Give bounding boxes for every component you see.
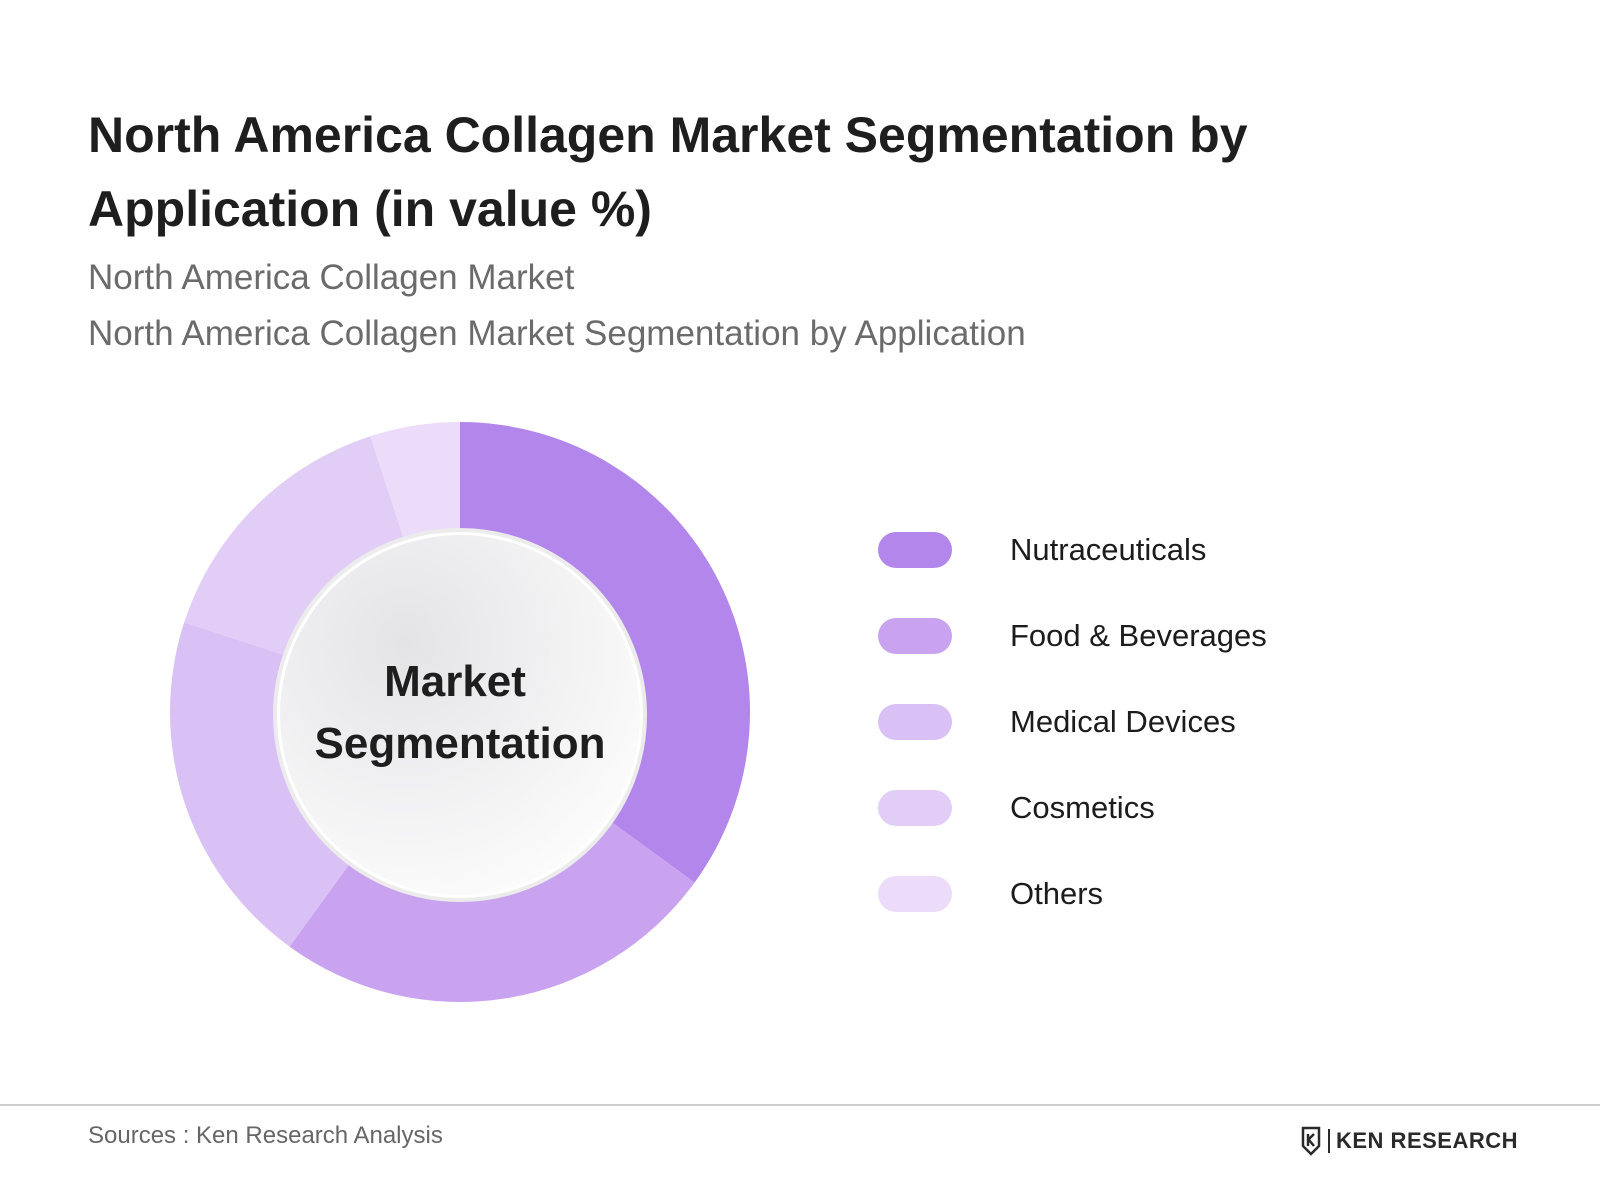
- legend-item-nutraceuticals: Nutraceuticals: [878, 530, 1378, 570]
- legend-swatch: [878, 532, 952, 568]
- chart-subtitle: North America Collagen Market: [88, 258, 575, 297]
- legend-item-medical-devices: Medical Devices: [878, 702, 1378, 742]
- legend-swatch: [878, 618, 952, 654]
- donut-slice-food-beverages: [289, 817, 695, 1002]
- legend-label: Nutraceuticals: [1010, 532, 1207, 567]
- donut-center-fill: [280, 535, 640, 895]
- ken-research-logo: KEN RESEARCH: [1300, 1126, 1520, 1156]
- donut-slices: [170, 422, 751, 1002]
- footer-divider: [0, 1104, 1600, 1106]
- center-label-line-1: Market: [384, 657, 526, 706]
- legend-item-food-beverages: Food & Beverages: [878, 616, 1378, 656]
- chart-title: North America Collagen Market Segmentati…: [88, 107, 1248, 237]
- donut-slice-medical-devices: [170, 622, 355, 947]
- legend-item-cosmetics: Cosmetics: [878, 788, 1378, 828]
- legend-label: Others: [1010, 876, 1104, 911]
- center-label-line-2: Segmentation: [315, 719, 606, 768]
- donut-slice-others: [370, 422, 460, 541]
- logo-separator: [1328, 1129, 1330, 1153]
- legend-label: Food & Beverages: [1010, 618, 1267, 653]
- legend-label: Medical Devices: [1010, 704, 1236, 739]
- ken-logo-icon: [1301, 1126, 1321, 1156]
- donut-slice-cosmetics: [184, 436, 405, 657]
- legend-swatch: [878, 704, 952, 740]
- legend-swatch: [878, 876, 952, 912]
- chart-subtitle-secondary: North America Collagen Market Segmentati…: [88, 314, 1026, 353]
- brand-name: KEN RESEARCH: [1336, 1128, 1519, 1153]
- legend-item-others: Others: [878, 874, 1378, 914]
- donut-chart: Market Segmentation: [170, 422, 751, 1002]
- donut-slice-nutraceuticals: [460, 422, 751, 883]
- legend-swatch: [878, 790, 952, 826]
- legend-label: Cosmetics: [1010, 790, 1155, 825]
- source-note: Sources : Ken Research Analysis: [88, 1122, 443, 1149]
